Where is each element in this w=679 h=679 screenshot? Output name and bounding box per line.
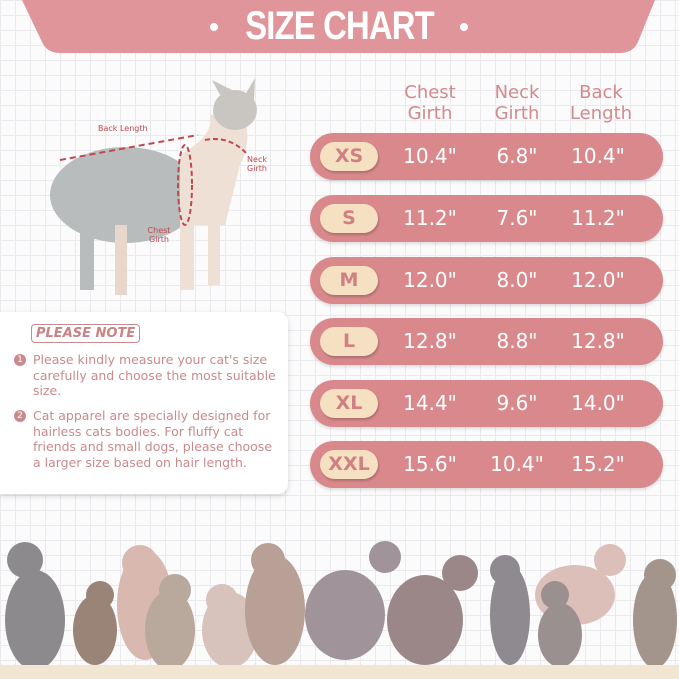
number-2-icon: 2: [14, 410, 26, 422]
neck-value: 8.0": [496, 268, 538, 292]
number-1-icon: 1: [14, 354, 26, 366]
size-row-xxl: XXL 15.6" 10.4" 15.2": [310, 441, 663, 488]
please-note-card: PLEASE NOTE 1 Please kindly measure your …: [0, 312, 288, 494]
size-row-m: M 12.0" 8.0" 12.0": [310, 257, 663, 304]
back-value: 10.4": [571, 144, 625, 168]
note-title: PLEASE NOTE: [31, 324, 141, 343]
back-value: 15.2": [571, 452, 625, 476]
size-row-s: S 11.2" 7.6" 11.2": [310, 195, 663, 242]
cat-measurement-illustration: [50, 78, 257, 295]
header-neck-girth: Neck Girth: [494, 82, 540, 124]
size-row-l: L 12.8" 8.8" 12.8": [310, 318, 663, 365]
neck-value: 7.6": [496, 206, 538, 230]
note-text: Please kindly measure your cat's size ca…: [33, 352, 276, 398]
chest-value: 10.4": [403, 144, 457, 168]
size-badge: XS: [320, 142, 378, 171]
note-item-1: 1 Please kindly measure your cat's size c…: [14, 352, 284, 398]
chest-value: 12.0": [403, 268, 457, 292]
chest-value: 11.2": [403, 206, 457, 230]
chest-value: 14.4": [403, 391, 457, 415]
chest-value: 15.6": [403, 452, 457, 476]
size-badge: L: [320, 327, 378, 356]
chest-value: 12.8": [403, 329, 457, 353]
title-banner: [22, 0, 655, 53]
size-badge: M: [320, 266, 378, 295]
floor: [0, 665, 679, 679]
neck-value: 6.8": [496, 144, 538, 168]
back-value: 14.0": [571, 391, 625, 415]
size-badge: S: [320, 204, 378, 233]
page-title: SIZE CHART: [245, 4, 434, 48]
header-back-length: Back Length: [569, 82, 633, 124]
back-value: 12.0": [571, 268, 625, 292]
header-chest-girth: Chest Girth: [404, 82, 456, 124]
size-badge: XL: [320, 389, 378, 418]
back-length-label: Back Length: [98, 124, 148, 133]
title-dot-right: [460, 23, 468, 31]
neck-girth-label: Neck Girth: [247, 155, 267, 173]
title-dot-left: [210, 23, 218, 31]
note-item-2: 2 Cat apparel are specially designed for …: [14, 408, 284, 470]
size-row-xl: XL 14.4" 9.6" 14.0": [310, 380, 663, 427]
back-value: 11.2": [571, 206, 625, 230]
size-badge: XXL: [320, 450, 378, 479]
cats-group-photo: [5, 541, 677, 670]
size-row-xs: XS 10.4" 6.8" 10.4": [310, 133, 663, 180]
neck-value: 9.6": [496, 391, 538, 415]
chest-girth-label: Chest Girth: [147, 226, 171, 244]
note-text: Cat apparel are specially designed for h…: [33, 408, 273, 470]
back-value: 12.8": [571, 329, 625, 353]
neck-value: 8.8": [496, 329, 538, 353]
neck-value: 10.4": [490, 452, 544, 476]
